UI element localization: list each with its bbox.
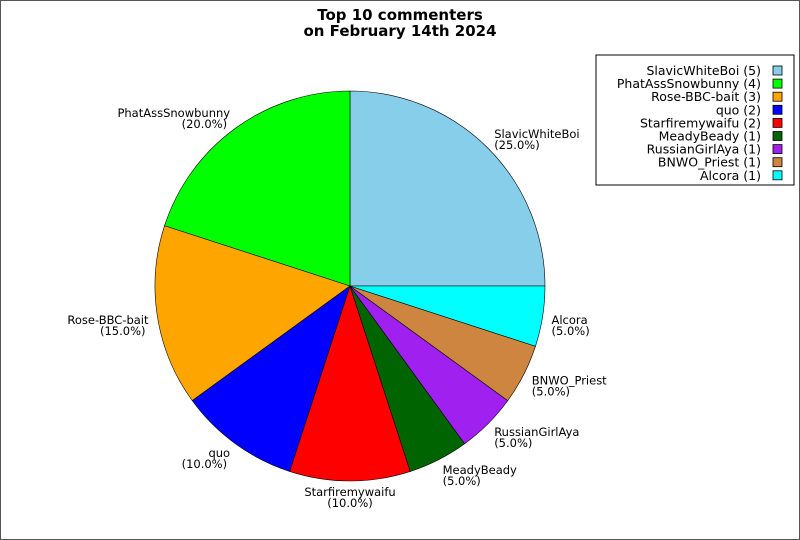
legend-label-russiangirlaya: RussianGirlAya (1) [647,142,761,157]
slice-label-russiangirlaya: RussianGirlAya [494,425,579,439]
slice-percent-russiangirlaya: (5.0%) [494,436,532,450]
legend-swatch-meadybeady [772,131,783,141]
slice-percent-slavicwhiteboi: (25.0%) [494,138,540,152]
slice-percent-phatasssnowbunny: (20.0%) [182,117,228,131]
legend-label-starfiremywaifu: Starfiremywaifu (2) [640,115,761,130]
legend-swatch-quo [772,104,783,115]
legend-frame [595,54,795,186]
slice-label-phatasssnowbunny: PhatAssSnowbunny [117,106,230,120]
slice-label-bnwo-priest: BNWO_Priest [532,374,607,388]
slice-percent-bnwo-priest: (5.0%) [532,385,570,399]
legend-swatch-rose-bbc-bait [772,91,783,102]
slice-label-meadybeady: MeadyBeady [443,463,517,477]
pie-slice-rose-bbc-bait [154,225,351,402]
slice-label-quo: quo [208,446,230,460]
legend-label-bnwo-priest: BNWO_Priest (1) [658,155,761,170]
legend-label-rose-bbc-bait: Rose-BBC-bait (3) [651,89,761,104]
chart-title-line-1: Top 10 commenters [317,6,483,24]
slice-percent-alcora: (5.0%) [552,324,590,338]
pie-slice-slavicwhiteboi [349,90,546,287]
slice-percent-rose-bbc-bait: (15.0%) [100,324,146,338]
legend-swatch-phatasssnowbunny [772,78,783,89]
legend: SlavicWhiteBoi (5)PhatAssSnowbunny (4)Ro… [595,54,795,186]
legend-swatch-starfiremywaifu [772,118,783,128]
slice-percent-starfiremywaifu: (10.0%) [327,496,373,510]
legend-label-quo: quo (2) [716,102,761,117]
legend-label-phatasssnowbunny: PhatAssSnowbunny (4) [617,76,761,91]
slice-label-rose-bbc-bait: Rose-BBC-bait [67,313,149,327]
legend-swatch-slavicwhiteboi [772,65,783,76]
slice-percent-meadybeady: (5.0%) [443,474,481,488]
pie-labels: SlavicWhiteBoi(25.0%) PhatAssSnowbunny(20… [67,106,607,510]
pie-slice-starfiremywaifu [289,285,411,482]
pie-slice-phatasssnowbunny [164,90,351,287]
slice-percent-quo: (10.0%) [182,457,228,471]
pie-slices [154,90,546,482]
pie-slice-alcora [349,285,546,347]
legend-swatch-bnwo-priest [772,157,783,168]
legend-label-slavicwhiteboi: SlavicWhiteBoi (5) [646,63,761,78]
legend-label-meadybeady: MeadyBeady (1) [659,129,761,144]
chart-title-line-2: on February 14th 2024 [303,22,496,40]
slice-label-starfiremywaifu: Starfiremywaifu [304,485,395,499]
slice-label-alcora: Alcora [552,313,588,327]
legend-swatch-russiangirlaya [772,144,783,155]
pie-slice-quo [191,285,351,472]
legend-label-alcora: Alcora (1) [700,168,761,183]
legend-swatch-alcora [772,170,783,181]
slice-label-slavicwhiteboi: SlavicWhiteBoi [494,127,579,141]
